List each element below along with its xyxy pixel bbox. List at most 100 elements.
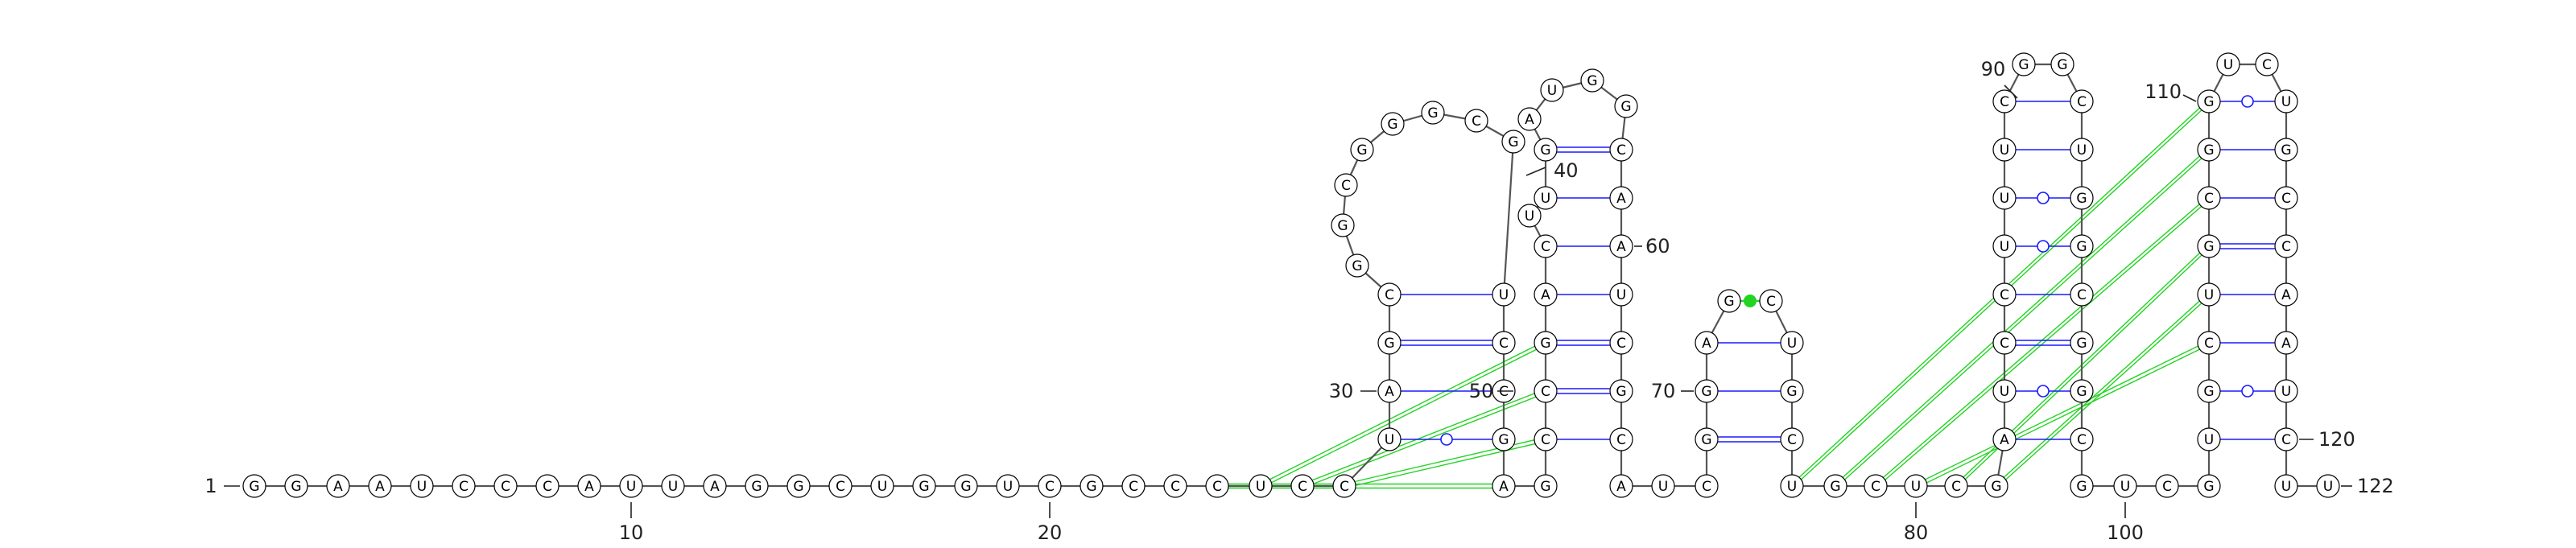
nucleotide-letter: U <box>2077 142 2087 159</box>
nucleotide-letter: A <box>2281 336 2291 352</box>
nucleotide-letter: C <box>2281 239 2291 255</box>
nucleotide-letter: G <box>1540 479 1550 495</box>
nucleotide: A <box>1992 427 2017 451</box>
position-number: 120 <box>2318 428 2355 451</box>
nucleotide: C <box>2255 52 2279 76</box>
nucleotide: C <box>452 474 476 498</box>
nucleotide: A <box>1492 474 1516 498</box>
nucleotide: G <box>284 474 308 498</box>
nucleotide-letter: G <box>1508 134 1518 150</box>
nucleotide: G <box>1717 289 1741 313</box>
pseudoknot-line <box>1915 344 2210 489</box>
nucleotide-circle <box>1377 282 1402 307</box>
nucleotide-letter: G <box>1540 336 1550 352</box>
position-number: 122 <box>2357 475 2394 497</box>
nucleotide-letter: U <box>1911 479 1921 495</box>
nucleotide-circle <box>828 474 852 498</box>
nucleotide-circle <box>2070 427 2094 451</box>
wobble-pair-marker <box>2037 192 2050 204</box>
nucleotide: G <box>2012 52 2036 76</box>
wobble-pair-marker <box>1440 433 1453 446</box>
nucleotide-circle <box>2274 282 2298 307</box>
nucleotide: U <box>1780 474 1804 498</box>
nucleotide-circle <box>2070 331 2094 355</box>
nucleotide-letter: C <box>1541 239 1550 255</box>
nucleotide: G <box>1695 379 1719 403</box>
nucleotide-circle <box>661 474 685 498</box>
nucleotide: U <box>1992 379 2017 403</box>
nucleotide-letter: G <box>1991 479 2001 495</box>
nucleotide-letter: G <box>2203 94 2214 110</box>
nucleotide: C <box>1992 282 2017 307</box>
nucleotide-circle <box>2274 474 2298 498</box>
nucleotide-letter: C <box>2000 336 2009 352</box>
nucleotide-letter: C <box>1129 479 1138 495</box>
nucleotide: U <box>1517 204 1542 228</box>
nucleotide-circle <box>1992 282 2017 307</box>
nucleotide: G <box>2070 474 2094 498</box>
nucleotide: U <box>1377 427 1402 451</box>
pseudoknot-line <box>1835 150 2210 489</box>
nucleotide-letter: G <box>1384 336 1394 352</box>
nucleotide: A <box>2274 282 2298 307</box>
nucleotide: G <box>1534 331 1558 355</box>
nucleotide-circle <box>2070 234 2094 258</box>
nucleotide-letter: G <box>1352 258 1362 274</box>
nucleotide-letter: C <box>1541 384 1550 400</box>
nucleotide: C <box>1290 474 1315 498</box>
nucleotide: C <box>1038 474 1062 498</box>
nucleotide-circle <box>2274 89 2298 113</box>
nucleotide: C <box>1163 474 1187 498</box>
nucleotide-circle <box>2113 474 2137 498</box>
nucleotide-circle <box>996 474 1020 498</box>
nucleotide: G <box>1823 474 1847 498</box>
nucleotide-letter: A <box>333 479 343 495</box>
nucleotide-circle <box>1609 427 1633 451</box>
nucleotide-circle <box>284 474 308 498</box>
nucleotide: U <box>1540 78 1564 102</box>
nucleotide-circle <box>326 474 350 498</box>
nucleotide-circle <box>870 474 894 498</box>
nucleotide: G <box>2070 379 2094 403</box>
nucleotide: C <box>1534 234 1558 258</box>
nucleotide: G <box>2197 234 2221 258</box>
nucleotide: G <box>1501 130 1525 154</box>
nucleotide: U <box>1992 138 2017 162</box>
nucleotide: A <box>368 474 392 498</box>
nucleotide: U <box>2316 474 2340 498</box>
nucleotide-letter: C <box>1298 479 1307 495</box>
position-tick <box>1525 167 1546 176</box>
nucleotide-letter: G <box>2057 57 2067 73</box>
nucleotide: U <box>996 474 1020 498</box>
nucleotide-circle <box>1534 379 1558 403</box>
nucleotide-circle <box>912 474 936 498</box>
nucleotide-circle <box>1517 204 1542 228</box>
nucleotide: U <box>2113 474 2137 498</box>
nucleotide: A <box>577 474 601 498</box>
nucleotide-circle <box>1534 474 1558 498</box>
nucleotide-circle <box>2070 138 2094 162</box>
nucleotide-circle <box>1717 289 1741 313</box>
nucleotide-circle <box>2197 379 2221 403</box>
nucleotide: C <box>2197 331 2221 355</box>
noncanonical-pair-marker <box>1744 295 1757 307</box>
position-number: 110 <box>2145 80 2182 103</box>
nucleotide-circle <box>1614 94 1638 118</box>
nucleotide-letter: G <box>2203 239 2214 255</box>
nucleotide-letter: U <box>417 479 427 495</box>
nucleotide-letter: C <box>2162 479 2172 495</box>
nucleotide-circle <box>1377 427 1402 451</box>
wobble-pair-marker <box>2241 95 2254 108</box>
nucleotide-circle <box>2197 186 2221 210</box>
position-number: 50 <box>1469 380 1494 402</box>
nucleotide-letter: G <box>2203 142 2214 159</box>
nucleotide-letter: U <box>1658 479 1668 495</box>
nucleotide-letter: G <box>2281 142 2291 159</box>
nucleotide-letter: C <box>1499 384 1509 400</box>
nucleotide-circle <box>410 474 434 498</box>
nucleotide-letter: C <box>459 479 469 495</box>
nucleotide-circle <box>1038 474 1062 498</box>
nucleotide-circle <box>1695 331 1719 355</box>
nucleotide: C <box>2070 427 2094 451</box>
nucleotide: G <box>2070 331 2094 355</box>
